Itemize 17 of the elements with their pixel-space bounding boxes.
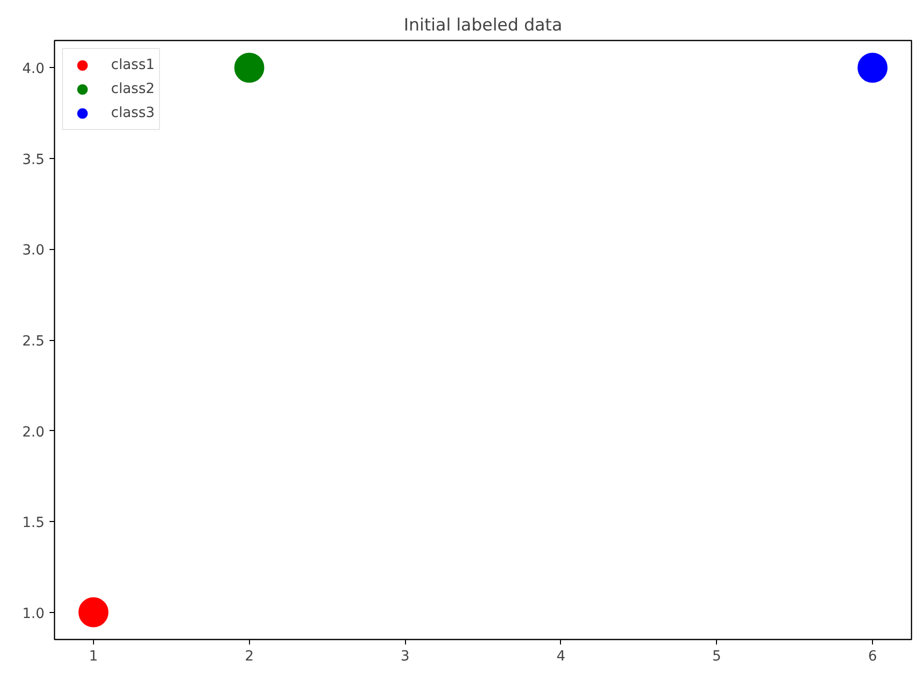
x-tick-label: 6 <box>868 648 878 664</box>
y-tick-label: 4.0 <box>22 61 44 78</box>
legend-label: class2 <box>111 81 155 97</box>
x-tick-label: 4 <box>556 648 566 664</box>
y-tick-label: 1.5 <box>22 515 44 532</box>
y-tick-label: 2.0 <box>22 424 44 440</box>
x-tick-label: 3 <box>400 648 410 664</box>
y-tick-label: 2.5 <box>22 334 44 350</box>
legend-label: class3 <box>111 105 155 121</box>
x-tick-label: 2 <box>244 648 254 664</box>
legend-label: class1 <box>111 57 155 73</box>
x-tick-label: 1 <box>89 648 98 664</box>
chart-title: Initial labeled data <box>404 16 562 36</box>
y-tick-label: 1.0 <box>22 606 44 622</box>
y-tick-label: 3.5 <box>22 152 44 168</box>
x-tick-label: 5 <box>712 648 722 664</box>
y-tick-label: 3.0 <box>22 242 44 259</box>
